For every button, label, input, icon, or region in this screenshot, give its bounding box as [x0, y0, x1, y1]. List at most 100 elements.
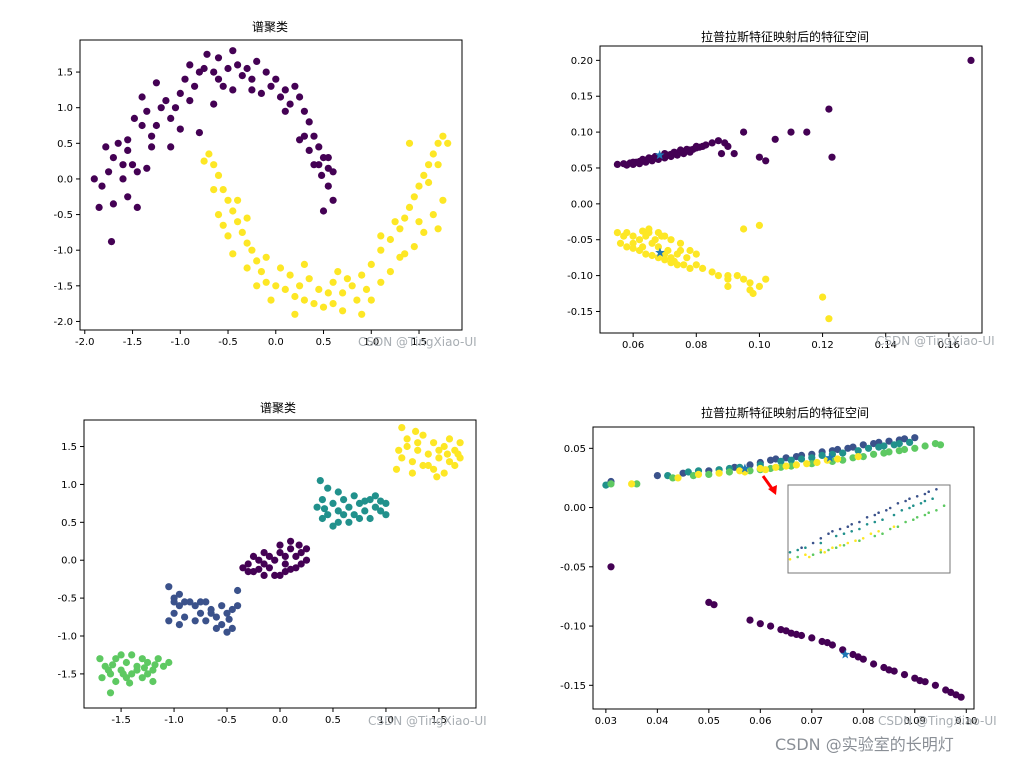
zoom-inset-plot [788, 488, 946, 561]
x-tick-label: 1.0 [363, 337, 379, 348]
scatter-point [324, 154, 332, 162]
x-tick-label: 0.06 [749, 716, 771, 727]
scatter-point [109, 154, 117, 162]
scatter-point [229, 86, 237, 94]
centroid-star-icon [825, 452, 835, 462]
scatter-point [171, 104, 180, 112]
scatter-point [762, 275, 770, 283]
scatter-point [224, 64, 232, 73]
scatter-point [218, 602, 226, 610]
scatter-point [725, 468, 734, 476]
scatter-point [772, 463, 780, 471]
scatter-point [186, 598, 194, 606]
scatter-point [880, 449, 888, 457]
scatter-point [870, 450, 878, 458]
scatter-point [900, 671, 909, 679]
scatter-point [281, 86, 289, 94]
x-tick-label: 0.08 [685, 340, 707, 351]
scatter-point [114, 139, 122, 147]
inset-point [858, 539, 861, 542]
scatter-point [214, 54, 223, 62]
scatter-point [456, 439, 464, 447]
inset-point [788, 558, 792, 561]
scatter-point [281, 107, 289, 115]
inset-point [796, 548, 799, 552]
scatter-point [276, 93, 285, 101]
scatter-point [243, 214, 251, 222]
scatter-point [377, 507, 385, 515]
panel2-axes [599, 45, 983, 334]
scatter-point [329, 278, 337, 286]
y-tick-label: 1.0 [61, 480, 77, 491]
scatter-point [203, 50, 211, 58]
scatter-point [334, 507, 342, 515]
centroid-star-icon [655, 247, 665, 257]
scatter-point [699, 264, 707, 272]
scatter-point [219, 221, 227, 229]
inset-point [827, 532, 830, 535]
scatter-point [276, 264, 285, 272]
scatter-point [276, 549, 284, 557]
scatter-point [859, 453, 867, 461]
scatter-point [186, 61, 194, 69]
scatter-point [318, 496, 326, 504]
x-tick-label: -0.5 [217, 715, 237, 726]
scatter-point [214, 211, 223, 219]
scatter-point [715, 469, 723, 477]
scatter-point [746, 279, 754, 287]
inset-point [834, 546, 838, 549]
y-tick-label: 0.05 [571, 163, 593, 174]
inset-point [915, 495, 919, 498]
scatter-point [702, 141, 710, 149]
scatter-point [367, 260, 375, 268]
scatter-point [234, 586, 242, 595]
scatter-point [756, 620, 764, 628]
scatter-point [683, 145, 691, 153]
scatter-point [429, 211, 437, 219]
y-tick-label: 0.05 [564, 444, 586, 455]
scatter-point [149, 677, 157, 686]
scatter-point [334, 488, 342, 496]
scatter-point [176, 89, 184, 97]
scatter-point [645, 154, 653, 162]
scatter-point [260, 549, 268, 557]
scatter-point [238, 228, 246, 236]
scatter-point [782, 627, 790, 635]
scatter-point [870, 660, 878, 668]
scatter-point [300, 107, 308, 115]
scatter-point [109, 661, 117, 669]
scatter-point [253, 257, 261, 265]
panel3-title: 谱聚类 [260, 401, 296, 415]
centroid-star-icon [840, 649, 850, 659]
scatter-point [755, 221, 764, 229]
scatter-point [219, 186, 227, 194]
inset-point [811, 553, 815, 556]
scatter-point [642, 250, 650, 258]
inset-point [912, 504, 915, 508]
scatter-point [854, 447, 862, 455]
scatter-point [281, 552, 289, 561]
panel-spectral-moons: 谱聚类 -2.0 -1.5 -1.0 -0.5 0.0 0.5 1.0 1.5 -2.0 -1.5… [53, 20, 476, 349]
scatter-point [238, 72, 246, 80]
scatter-point [257, 268, 265, 276]
scatter-point [345, 518, 353, 526]
inset-point [908, 497, 911, 501]
scatter-point [740, 128, 748, 136]
scatter-point [248, 246, 256, 254]
scatter-point [107, 238, 116, 246]
scatter-point [262, 253, 270, 261]
scatter-point [823, 639, 831, 647]
scatter-point [628, 480, 636, 488]
scatter-point [654, 229, 663, 237]
inset-point [904, 499, 907, 503]
scatter-point [803, 128, 811, 136]
inset-point [869, 532, 873, 535]
scatter-point [291, 82, 299, 90]
scatter-point [140, 664, 148, 672]
x-tick-label: 0.09 [904, 716, 926, 727]
scatter-point [300, 260, 308, 268]
scatter-point [377, 232, 385, 240]
scatter-point [724, 275, 732, 283]
scatter-point [844, 444, 852, 452]
